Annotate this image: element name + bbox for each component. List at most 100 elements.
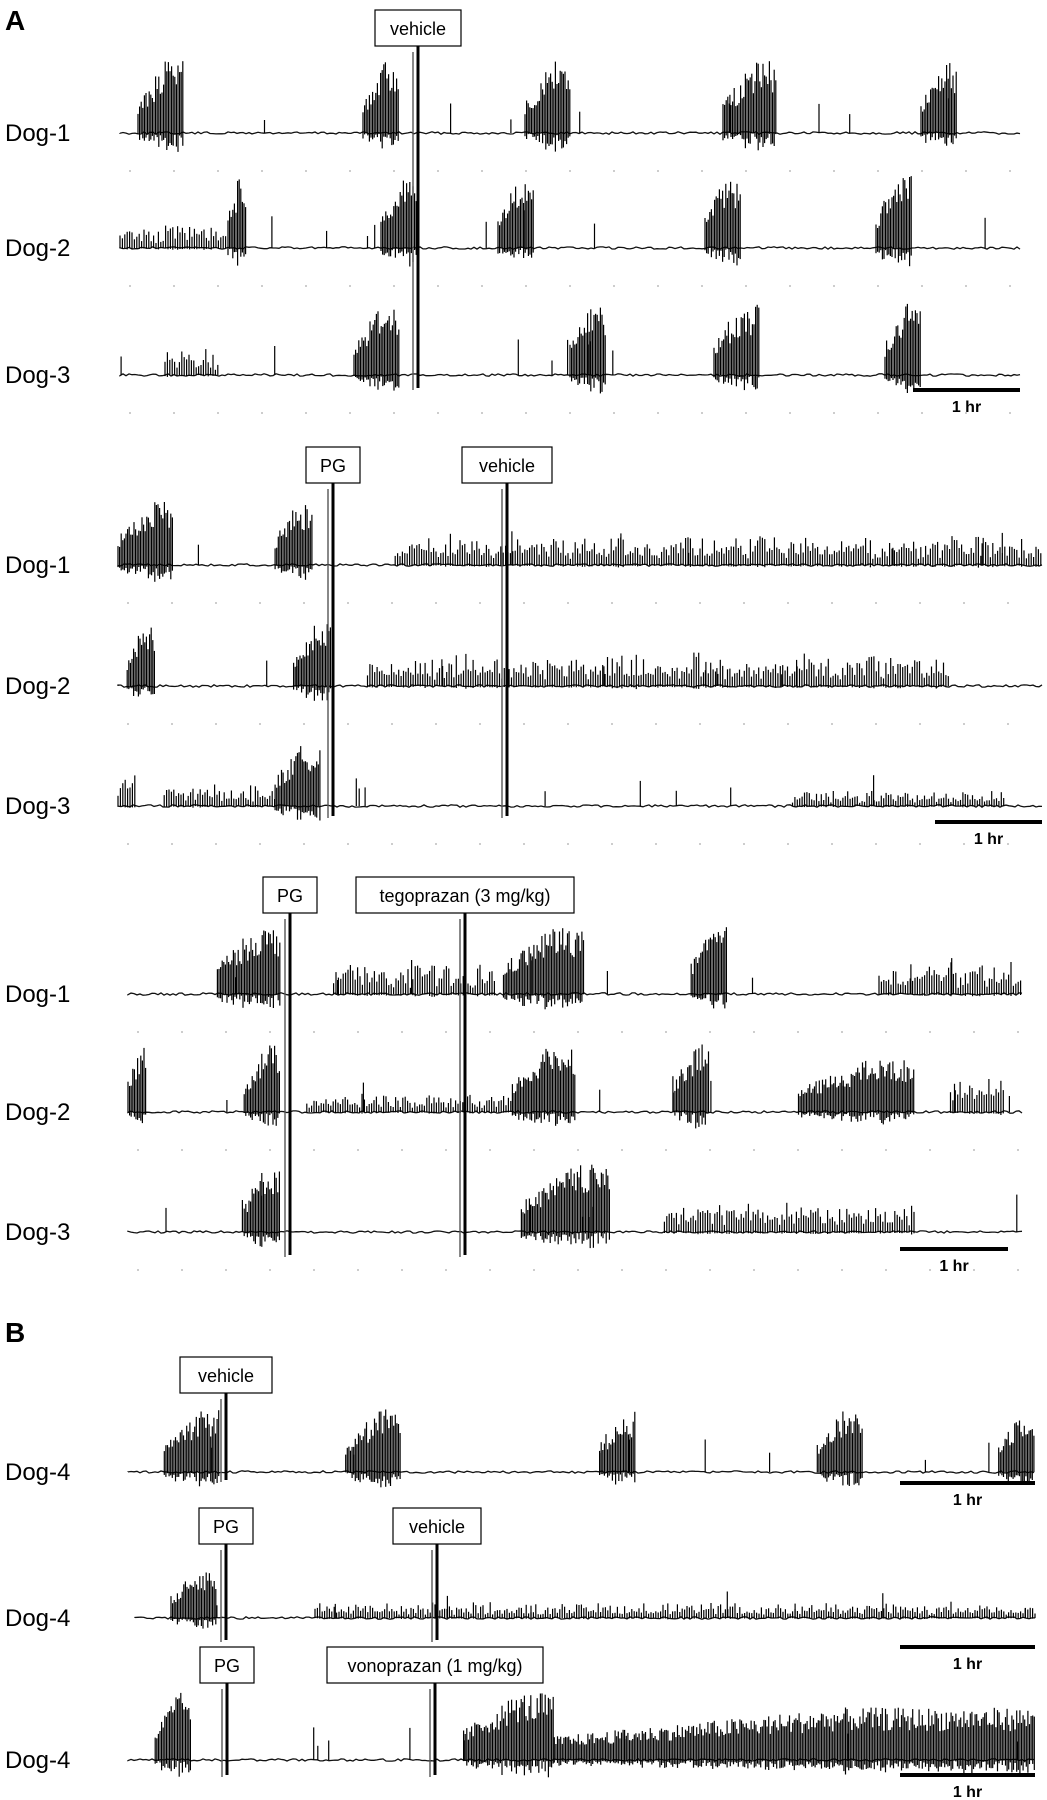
- grid-dot: [393, 285, 395, 287]
- grid-dot: [965, 285, 967, 287]
- grid-dot: [833, 170, 835, 172]
- grid-dot: [261, 170, 263, 172]
- grid-dot: [753, 1269, 755, 1271]
- scale-bar-label: 1 hr: [939, 1258, 968, 1275]
- grid-dot: [973, 1269, 975, 1271]
- grid-dot: [973, 1149, 975, 1151]
- grid-dot: [259, 843, 261, 845]
- scale-bar-label: 1 hr: [974, 831, 1003, 848]
- grid-dot: [259, 723, 261, 725]
- grid-dot: [963, 602, 965, 604]
- grid-dot: [577, 1269, 579, 1271]
- grid-dot: [173, 170, 175, 172]
- grid-dot: [657, 170, 659, 172]
- grid-dot: [877, 285, 879, 287]
- grid-dot: [437, 412, 439, 414]
- grid-dot: [657, 412, 659, 414]
- grid-dot: [391, 843, 393, 845]
- grid-dot: [699, 602, 701, 604]
- grid-dot: [401, 1031, 403, 1033]
- grid-dot: [841, 1269, 843, 1271]
- grid-dot: [489, 1149, 491, 1151]
- grid-dot: [347, 843, 349, 845]
- marker-box: [374, 9, 462, 47]
- trace-label: Dog-2: [5, 1099, 70, 1126]
- grid-dot: [833, 285, 835, 287]
- trace-label: Dog-4: [5, 1605, 70, 1632]
- grid-dot: [921, 285, 923, 287]
- grid-dot: [921, 170, 923, 172]
- grid-dot: [347, 602, 349, 604]
- grid-dot: [877, 170, 879, 172]
- grid-dot: [567, 602, 569, 604]
- grid-dot: [699, 723, 701, 725]
- grid-dot: [445, 1269, 447, 1271]
- trace-baseline: [127, 1470, 1035, 1474]
- grid-dot: [745, 412, 747, 414]
- grid-dot: [1009, 170, 1011, 172]
- grid-dot: [789, 412, 791, 414]
- grid-dot: [349, 170, 351, 172]
- grid-dot: [445, 1031, 447, 1033]
- grid-dot: [885, 1031, 887, 1033]
- trace-label: Dog-3: [5, 362, 70, 389]
- grid-dot: [789, 285, 791, 287]
- marker-box: [198, 1507, 254, 1545]
- grid-dot: [569, 170, 571, 172]
- grid-dot: [347, 723, 349, 725]
- trace-label: Dog-2: [5, 235, 70, 262]
- grid-dot: [569, 285, 571, 287]
- grid-dot: [533, 1149, 535, 1151]
- grid-dot: [525, 412, 527, 414]
- grid-dot: [1017, 1269, 1019, 1271]
- grid-dot: [215, 602, 217, 604]
- grid-dot: [701, 412, 703, 414]
- grid-dot: [611, 843, 613, 845]
- grid-dot: [525, 170, 527, 172]
- grid-dot: [305, 170, 307, 172]
- grid-dot: [523, 723, 525, 725]
- scale-bar-label: 1 hr: [953, 1784, 982, 1800]
- grid-dot: [217, 285, 219, 287]
- grid-dot: [225, 1269, 227, 1271]
- grid-dot: [665, 1031, 667, 1033]
- grid-dot: [479, 843, 481, 845]
- grid-dot: [171, 843, 173, 845]
- grid-dot: [919, 723, 921, 725]
- grid-dot: [349, 412, 351, 414]
- grid-dot: [533, 1269, 535, 1271]
- trace-baseline: [119, 373, 1021, 377]
- grid-dot: [1007, 843, 1009, 845]
- grid-dot: [127, 843, 129, 845]
- grid-dot: [445, 1149, 447, 1151]
- marker-label: vehicle: [479, 456, 535, 476]
- grid-dot: [401, 1149, 403, 1151]
- traces-layer: [117, 61, 1043, 1778]
- grid-dot: [269, 1149, 271, 1151]
- grid-dot: [753, 1149, 755, 1151]
- grid-dot: [217, 170, 219, 172]
- grid-dot: [919, 843, 921, 845]
- grid-dot: [181, 1269, 183, 1271]
- grid-dot: [437, 285, 439, 287]
- grid-dot: [841, 1031, 843, 1033]
- grid-dot: [875, 843, 877, 845]
- grid-dot: [261, 412, 263, 414]
- trace-baseline: [117, 804, 1043, 809]
- grid-dot: [137, 1031, 139, 1033]
- grid-dot: [877, 412, 879, 414]
- marker-label: vonoprazan (1 mg/kg): [347, 1656, 522, 1676]
- grid-dot: [269, 1269, 271, 1271]
- grid-dot: [973, 1031, 975, 1033]
- grid-dot: [357, 1149, 359, 1151]
- grid-dot: [753, 1031, 755, 1033]
- grid-dot: [173, 285, 175, 287]
- grid-dot: [885, 1149, 887, 1151]
- grid-dot: [217, 412, 219, 414]
- grid-dot: [215, 723, 217, 725]
- grid-dot: [569, 412, 571, 414]
- grid-dot: [489, 1031, 491, 1033]
- grid-dot: [965, 170, 967, 172]
- marker-label: vehicle: [390, 19, 446, 39]
- grid-dot: [875, 602, 877, 604]
